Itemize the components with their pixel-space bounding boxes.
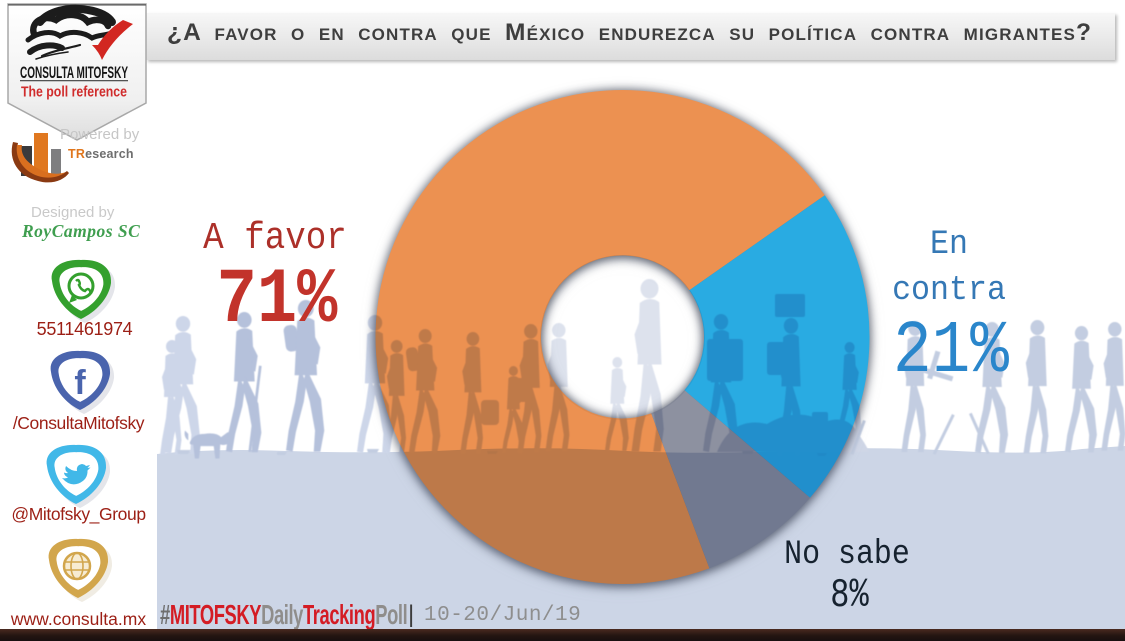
- svg-text:The poll reference: The poll reference: [21, 84, 127, 101]
- svg-text:CONSULTA MITOFSKY: CONSULTA MITOFSKY: [20, 63, 128, 82]
- svg-text:f: f: [74, 364, 86, 402]
